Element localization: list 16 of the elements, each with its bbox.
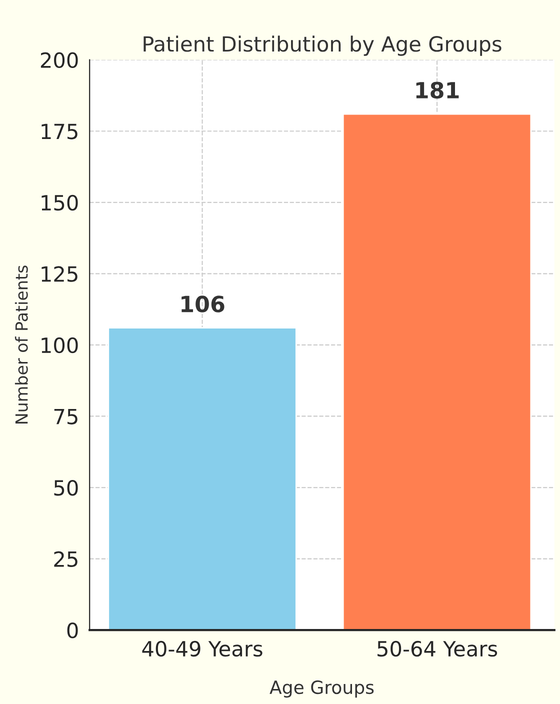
data-label: 106 (182, 296, 224, 312)
y-tick-label: 0 (67, 622, 78, 638)
y-tick-label: 100 (42, 337, 78, 354)
x-axis-title: Age Groups (270, 680, 374, 698)
y-tick-label: 25 (54, 551, 78, 568)
y-tick-label: 200 (40, 52, 78, 68)
y-tick-label: 125 (42, 266, 78, 282)
data-label: 181 (416, 82, 459, 99)
chart-title: Patient Distribution by Age Groups (144, 36, 502, 56)
y-tick-label: 175 (42, 124, 78, 140)
x-tick-label: 40-49 Years (142, 640, 262, 657)
y-axis-title: Number of Patients (14, 266, 28, 424)
y-tick-label: 50 (54, 480, 78, 496)
y-tick-label: 75 (54, 408, 78, 424)
y-tick-label: 150 (42, 194, 78, 211)
x-tick-label: 50-64 Years (378, 640, 498, 657)
